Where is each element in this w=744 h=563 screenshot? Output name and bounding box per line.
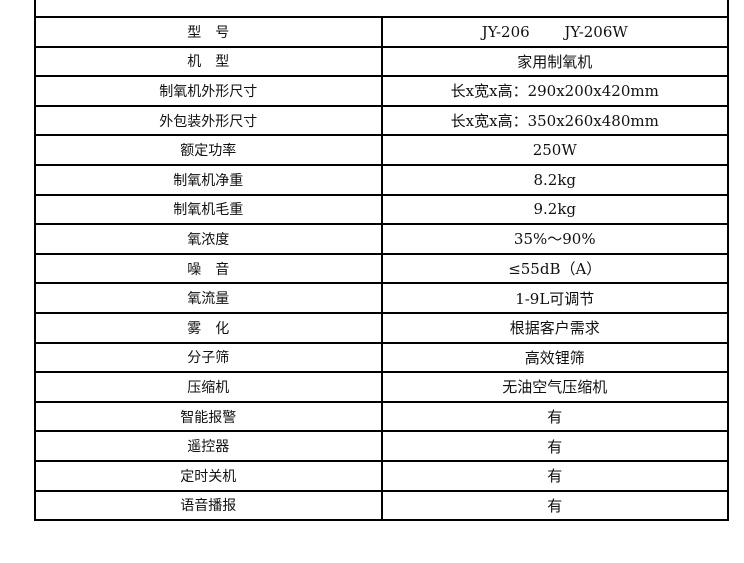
spec-value: 长x宽x高：350x260x480mm bbox=[380, 104, 729, 137]
spec-value: JY-206 JY-206W bbox=[380, 16, 729, 48]
spec-label: 额定功率 bbox=[34, 134, 383, 166]
spec-label: 分子筛 bbox=[34, 341, 383, 374]
spec-value: 根据客户需求 bbox=[380, 311, 729, 344]
spec-value: 家用制氧机 bbox=[380, 45, 729, 78]
table-row: 噪 音 ≤55dB（A） bbox=[34, 252, 729, 285]
spec-value: 1-9L可调节 bbox=[380, 282, 729, 314]
spec-label: 定时关机 bbox=[34, 459, 383, 492]
table-row: 额定功率 250W bbox=[34, 134, 729, 166]
table-row: 制氧机净重 8.2kg bbox=[34, 163, 729, 196]
spec-label: 压缩机 bbox=[34, 371, 383, 403]
table-row: 制氧机外形尺寸 长x宽x高：290x200x420mm bbox=[34, 75, 729, 107]
spec-label: 噪 音 bbox=[34, 252, 383, 285]
spec-value: 8.2kg bbox=[380, 163, 729, 196]
spec-label: 智能报警 bbox=[34, 400, 383, 433]
spec-value: 有 bbox=[380, 430, 729, 462]
spec-label: 语音播报 bbox=[34, 489, 383, 522]
table-row: 外包装外形尺寸 长x宽x高：350x260x480mm bbox=[34, 104, 729, 137]
spec-label: 机 型 bbox=[34, 45, 383, 78]
table-row: 氧流量 1-9L可调节 bbox=[34, 282, 729, 314]
table-row: 智能报警有 bbox=[34, 400, 729, 433]
table-row: 制氧机毛重 9.2kg bbox=[34, 193, 729, 226]
spec-table-container: 型 号 JY-206 JY-206W 机 型家用制氧机 制氧机外形尺寸 长x宽x高：29… bbox=[34, 0, 729, 522]
table-row: 雾 化根据客户需求 bbox=[34, 311, 729, 344]
spec-value: 9.2kg bbox=[380, 193, 729, 226]
table-row: 分子筛 高效锂筛 bbox=[34, 341, 729, 374]
spec-value: 长x宽x高：290x200x420mm bbox=[380, 75, 729, 107]
spec-table: 型 号 JY-206 JY-206W 机 型家用制氧机 制氧机外形尺寸 长x宽x高：29… bbox=[34, 0, 729, 522]
spec-label: 遥控器 bbox=[34, 430, 383, 462]
table-row: 压缩机 无油空气压缩机 bbox=[34, 371, 729, 403]
spec-label: 雾 化 bbox=[34, 311, 383, 344]
spec-label: 制氧机外形尺寸 bbox=[34, 75, 383, 107]
spec-value: 有 bbox=[380, 459, 729, 492]
table-row: 语音播报有 bbox=[34, 489, 729, 522]
spec-label: 型 号 bbox=[34, 16, 383, 48]
table-row: 遥控器有 bbox=[34, 430, 729, 462]
table-header-row bbox=[34, 0, 729, 18]
spec-label: 制氧机净重 bbox=[34, 163, 383, 196]
spec-value: 无油空气压缩机 bbox=[380, 371, 729, 403]
spec-value: 有 bbox=[380, 489, 729, 522]
spec-label: 氧流量 bbox=[34, 282, 383, 314]
table-row: 氧浓度 35%～90% bbox=[34, 223, 729, 255]
spec-value: 高效锂筛 bbox=[380, 341, 729, 374]
table-row: 定时关机有 bbox=[34, 459, 729, 492]
spec-label: 外包装外形尺寸 bbox=[34, 104, 383, 137]
spec-value: 有 bbox=[380, 400, 729, 433]
table-row: 型 号 JY-206 JY-206W bbox=[34, 16, 729, 48]
empty-header-cell bbox=[34, 0, 729, 18]
spec-label: 氧浓度 bbox=[34, 223, 383, 255]
spec-value: ≤55dB（A） bbox=[380, 252, 729, 285]
table-row: 机 型家用制氧机 bbox=[34, 45, 729, 78]
spec-label: 制氧机毛重 bbox=[34, 193, 383, 226]
spec-value: 250W bbox=[380, 134, 729, 166]
spec-value: 35%～90% bbox=[380, 223, 729, 255]
